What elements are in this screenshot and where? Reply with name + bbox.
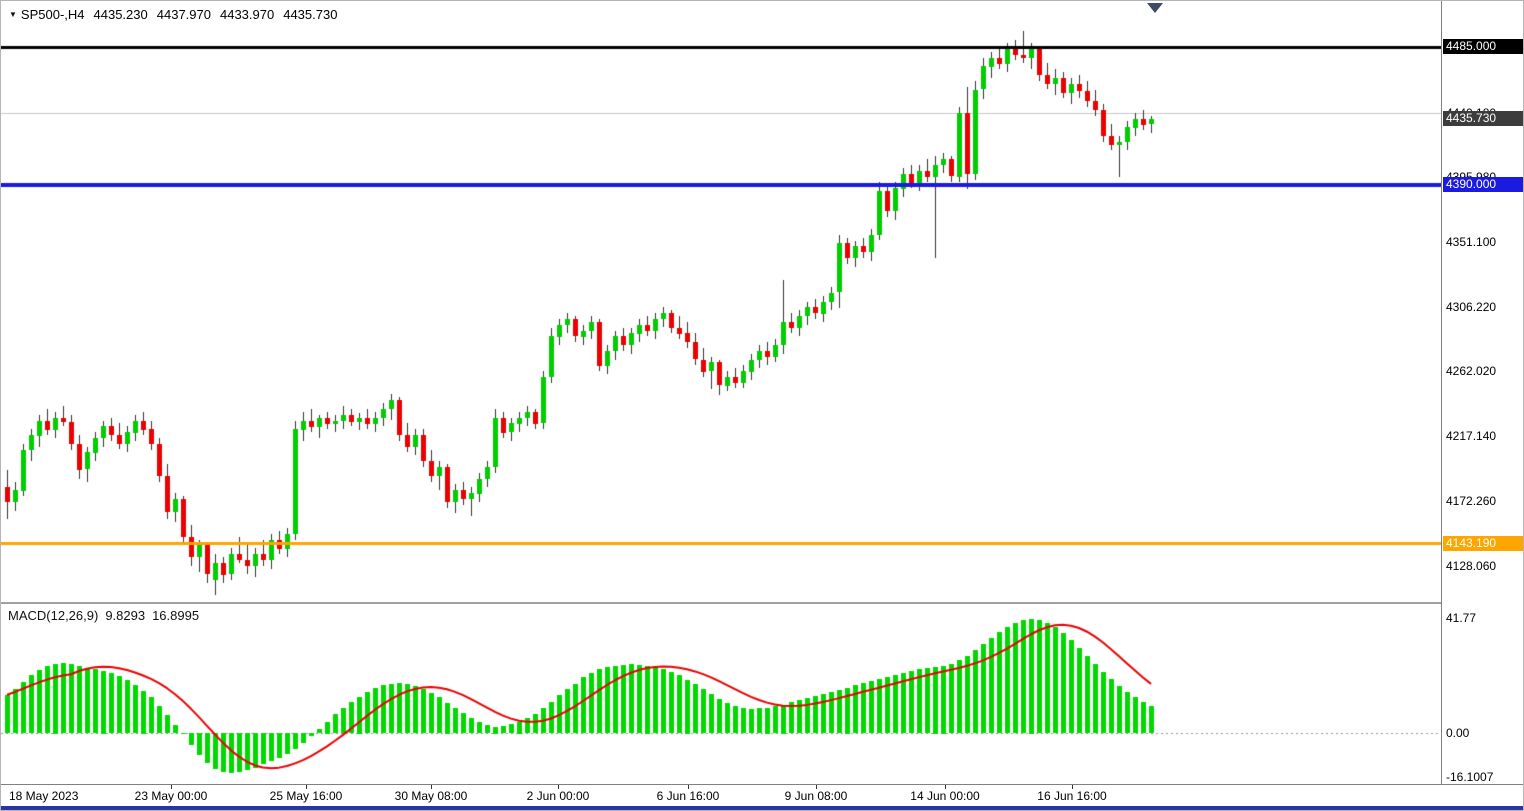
price-level-badge: 4143.190: [1443, 536, 1523, 551]
high-value: 4437.970: [156, 7, 211, 22]
macd-axis-label: 0.00: [1446, 726, 1470, 740]
macd-name: MACD(12,26,9): [8, 608, 99, 623]
macd-axis-label: -16.1007: [1446, 770, 1494, 784]
price-axis-label: 4306.220: [1446, 300, 1497, 314]
time-axis[interactable]: 18 May 2023 23 May 00:00 25 May 16:00 30 Ma…: [1, 785, 1523, 806]
price-axis[interactable]: 4440.1804395.9804351.1004306.2204262.020…: [1441, 1, 1523, 784]
time-axis-label: 9 Jun 08:00: [784, 789, 848, 803]
current-price-badge: 4435.730: [1443, 111, 1523, 126]
time-axis-label: 16 Jun 16:00: [1037, 789, 1107, 803]
time-axis-tick: [1072, 785, 1073, 789]
price-axis-label: 4351.100: [1446, 235, 1497, 249]
time-axis-tick: [816, 785, 817, 789]
price-axis-label: 4128.060: [1446, 559, 1497, 573]
macd-indicator-label: MACD(12,26,9) 9.8293 16.8995: [8, 608, 206, 623]
chart-ohlc-header: ▼ SP500-,H4 4435.230 4437.970 4433.970 4435.7…: [9, 7, 337, 22]
chart-shift-marker-icon[interactable]: [1147, 3, 1163, 13]
time-axis-label: 23 May 00:00: [134, 789, 208, 803]
price-axis-label: 4217.140: [1446, 429, 1497, 443]
time-axis-label: 2 Jun 00:00: [526, 789, 590, 803]
macd-indicator-canvas[interactable]: [1, 604, 1441, 784]
time-axis-tick: [558, 785, 559, 789]
price-level-badge: 4485.000: [1443, 39, 1523, 54]
open-value: 4435.230: [93, 7, 148, 22]
price-axis-label: 4172.260: [1446, 494, 1497, 508]
taskbar-edge-strip: [1, 806, 1523, 810]
time-axis-label: 6 Jun 16:00: [656, 789, 720, 803]
time-axis-tick: [306, 785, 307, 789]
low-value: 4433.970: [219, 7, 275, 22]
time-axis-label: 18 May 2023: [9, 789, 79, 803]
time-axis-label: 30 May 08:00: [394, 789, 468, 803]
time-axis-label: 14 Jun 00:00: [910, 789, 980, 803]
time-axis-tick: [171, 785, 172, 789]
time-axis-tick: [688, 785, 689, 789]
macd-axis-label: 41.77: [1446, 611, 1477, 625]
time-axis-tick: [431, 785, 432, 789]
time-axis-tick: [945, 785, 946, 789]
time-axis-label: 25 May 16:00: [269, 789, 343, 803]
candlestick-chart-canvas[interactable]: [1, 1, 1441, 602]
symbol-timeframe-label: SP500-,H4: [20, 7, 85, 22]
time-axis-divider: [1, 784, 1523, 785]
macd-main-value: 9.8293: [105, 608, 146, 623]
close-value: 4435.730: [283, 7, 338, 22]
price-axis-label: 4262.020: [1446, 364, 1497, 378]
symbol-marker-icon: ▼: [9, 10, 17, 19]
price-level-badge: 4390.000: [1443, 177, 1523, 192]
macd-signal-value: 16.8995: [152, 608, 200, 623]
panel-divider[interactable]: [1, 602, 1523, 604]
